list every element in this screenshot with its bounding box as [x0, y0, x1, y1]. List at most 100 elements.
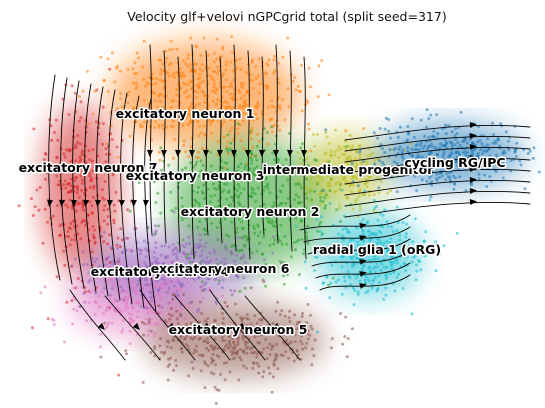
velocity-streamline [48, 74, 61, 281]
cell-point [358, 144, 362, 148]
cell-point [429, 151, 433, 155]
cell-point [114, 260, 118, 264]
velocity-arrow [161, 149, 167, 157]
cell-point [175, 317, 179, 321]
cell-point [409, 171, 413, 175]
cell-point [236, 343, 240, 347]
cell-point [324, 204, 328, 208]
cell-point [212, 372, 216, 376]
cell-point [256, 186, 260, 190]
cell-point [128, 134, 132, 138]
cell-point [361, 265, 365, 269]
cell-point [87, 122, 90, 126]
cell-point [69, 222, 73, 226]
cell-point [255, 158, 259, 162]
cell-point [95, 257, 99, 261]
cell-point [185, 95, 189, 99]
cell-point [167, 284, 171, 288]
cell-point [348, 242, 352, 246]
cell-point [258, 82, 262, 86]
cell-point [102, 219, 106, 223]
cell-point [145, 249, 149, 253]
velocity-streamline [219, 56, 223, 244]
cell-point [73, 179, 77, 182]
cell-point [61, 164, 65, 168]
cell-point [225, 145, 229, 149]
cell-point [339, 162, 343, 166]
cell-point [197, 83, 201, 87]
cell-point [285, 242, 289, 246]
cell-point [156, 191, 160, 195]
cell-point [172, 335, 176, 339]
cell-point [253, 350, 257, 354]
cell-point [300, 334, 304, 338]
cell-point [323, 206, 327, 210]
cell-point [401, 166, 405, 170]
velocity-streamline [344, 190, 531, 207]
cell-point [234, 330, 238, 334]
cell-point [336, 148, 340, 152]
cell-point [225, 90, 229, 94]
velocity-streamline [108, 89, 121, 301]
cell-point [197, 307, 201, 311]
cell-point [324, 128, 328, 132]
cell-point [324, 193, 328, 197]
cell-point [401, 287, 405, 290]
cell-point [192, 105, 196, 109]
velocity-arrow [359, 271, 367, 277]
cell-point [244, 267, 248, 270]
cell-point [91, 148, 95, 152]
cell-point [386, 248, 390, 252]
cell-point [223, 85, 226, 89]
cell-point [320, 59, 324, 63]
cell-point [137, 279, 141, 283]
cell-point [238, 185, 241, 189]
cell-point [299, 339, 303, 343]
cell-point [252, 224, 256, 228]
cell-point [164, 320, 168, 324]
cell-point [327, 93, 331, 97]
cell-point [158, 298, 162, 302]
cell-point [442, 152, 446, 156]
cell-point [281, 55, 285, 59]
cell-point [190, 260, 194, 264]
cell-point [304, 231, 308, 235]
cell-point [127, 311, 131, 315]
cell-point [367, 258, 371, 262]
cell-point [409, 142, 413, 146]
cell-point [401, 245, 405, 249]
cell-point [435, 152, 439, 156]
cell-point [161, 106, 165, 110]
cell-point [157, 150, 161, 154]
cluster-labels: excitatory neuron 1 excitatory neuron 7 … [17, 105, 507, 339]
cell-point [153, 265, 157, 269]
velocity-streamline [303, 226, 411, 243]
cell-point [102, 208, 106, 212]
cell-point [211, 182, 215, 186]
cell-point [377, 241, 381, 245]
cell-point [372, 266, 375, 270]
cell-point [179, 110, 183, 114]
cell-point [91, 257, 95, 261]
cell-point [235, 112, 239, 116]
cell-point [73, 257, 77, 261]
cell-point [239, 176, 243, 180]
cell-point [476, 154, 480, 158]
cell-point [470, 150, 474, 153]
cell-point [90, 211, 94, 215]
cell-point [82, 263, 86, 267]
cell-point [297, 195, 301, 199]
cell-point [276, 61, 280, 65]
cell-point [184, 115, 188, 119]
cell-point [75, 176, 79, 180]
cell-point [186, 56, 190, 60]
cell-point [213, 278, 217, 282]
cell-point [328, 202, 332, 205]
cell-point [142, 39, 146, 43]
cell-point [397, 147, 401, 151]
cell-point [285, 273, 289, 276]
cell-point [67, 190, 71, 194]
cell-point [195, 90, 199, 94]
cell-point [482, 165, 486, 169]
